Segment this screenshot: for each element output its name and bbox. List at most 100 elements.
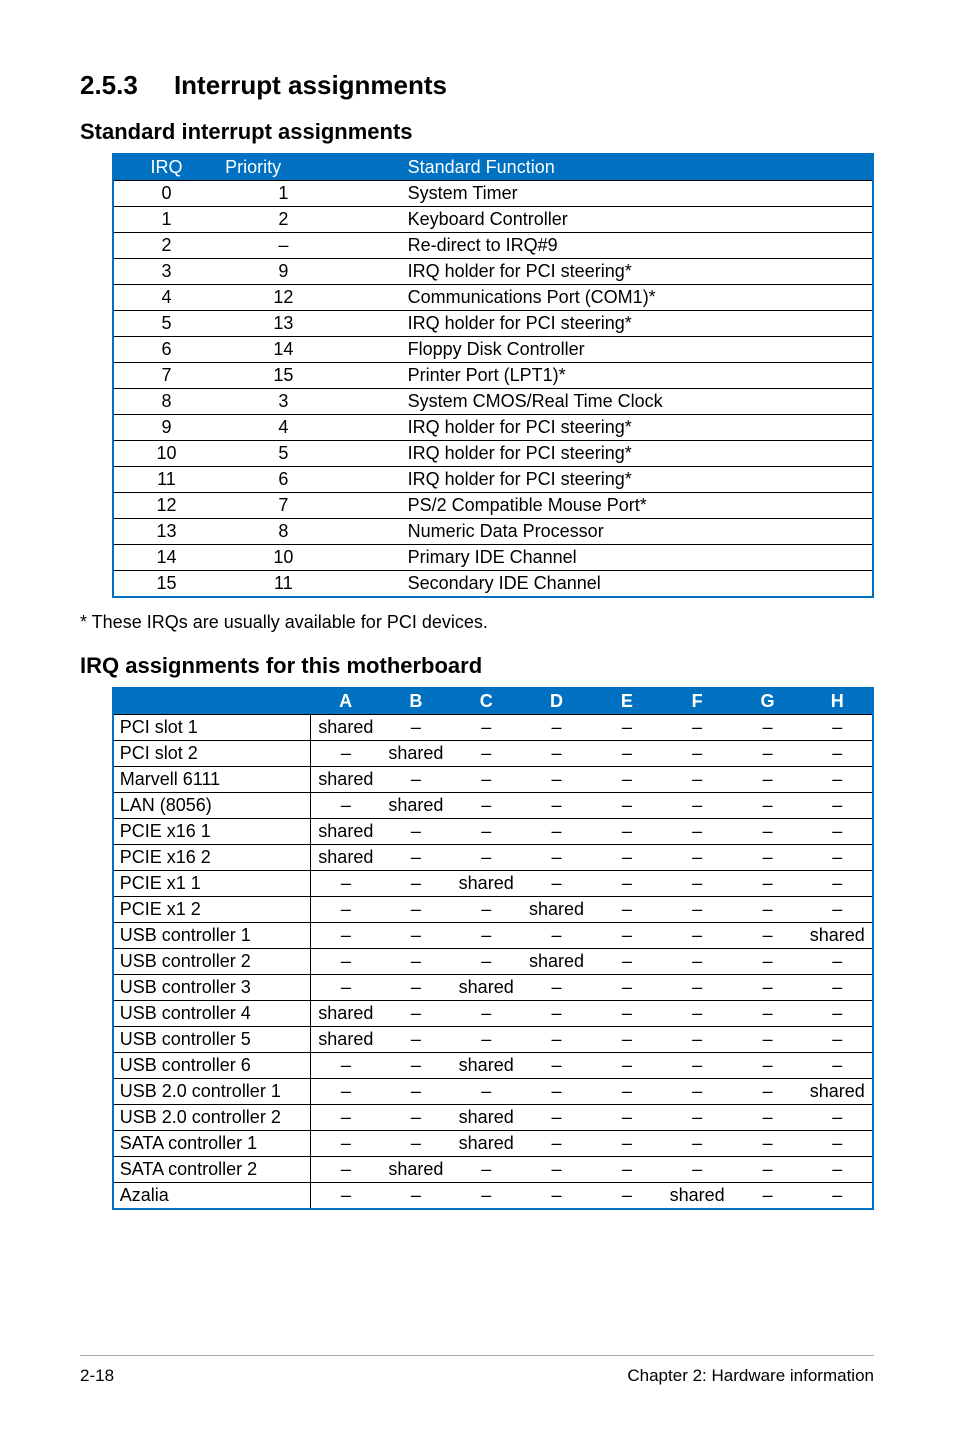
cell-irq-F: – [662,1131,732,1157]
cell-irq-G: – [732,819,802,845]
cell-irq-D: – [521,975,591,1001]
cell-irq-H: – [803,1183,873,1210]
table-row: 94IRQ holder for PCI steering* [113,415,873,441]
table-row: 105IRQ holder for PCI steering* [113,441,873,467]
table-row: 412Communications Port (COM1)* [113,285,873,311]
cell-irq-A: – [310,1105,380,1131]
cell-irq-G: – [732,949,802,975]
table2-header-D: D [521,688,591,715]
cell-irq-C: shared [451,1131,521,1157]
cell-irq-D: – [521,1183,591,1210]
cell-irq-B: – [381,897,451,923]
cell-irq-H: – [803,819,873,845]
cell-irq-C: – [451,949,521,975]
table2-header-G: G [732,688,802,715]
cell-irq-H: – [803,1131,873,1157]
cell-irq: 15 [113,571,219,598]
cell-irq-C: – [451,819,521,845]
table1-header-func: Standard Function [402,154,873,181]
cell-irq-G: – [732,1079,802,1105]
cell-priority: 4 [219,415,401,441]
cell-function: IRQ holder for PCI steering* [402,259,873,285]
cell-function: IRQ holder for PCI steering* [402,441,873,467]
cell-irq: 8 [113,389,219,415]
table-row: SATA controller 1––shared––––– [113,1131,873,1157]
cell-irq-G: – [732,1131,802,1157]
cell-device-name: USB controller 2 [113,949,311,975]
cell-irq-A: shared [310,819,380,845]
irq-assignments-table: A B C D E F G H PCI slot 1shared–––––––P… [112,687,874,1210]
table-row: PCI slot 2–shared–––––– [113,741,873,767]
cell-irq-H: – [803,1027,873,1053]
table-row: 83System CMOS/Real Time Clock [113,389,873,415]
table-row: USB controller 1–––––––shared [113,923,873,949]
cell-priority: 5 [219,441,401,467]
table-row: PCIE x1 2–––shared–––– [113,897,873,923]
cell-irq-F: – [662,1157,732,1183]
table-row: 1410Primary IDE Channel [113,545,873,571]
table-row: SATA controller 2–shared–––––– [113,1157,873,1183]
cell-irq-E: – [592,767,662,793]
cell-irq-D: – [521,871,591,897]
cell-irq-D: – [521,923,591,949]
cell-priority: 6 [219,467,401,493]
cell-device-name: USB controller 3 [113,975,311,1001]
cell-priority: 15 [219,363,401,389]
cell-irq-D: – [521,741,591,767]
cell-irq-A: – [310,1157,380,1183]
table1-header-row: IRQ Priority Standard Function [113,154,873,181]
cell-function: IRQ holder for PCI steering* [402,311,873,337]
table-row: USB controller 4shared––––––– [113,1001,873,1027]
cell-irq-F: – [662,767,732,793]
cell-irq-B: – [381,767,451,793]
cell-irq-B: shared [381,1157,451,1183]
cell-irq-E: – [592,819,662,845]
cell-irq-G: – [732,845,802,871]
cell-irq-A: – [310,923,380,949]
cell-irq: 11 [113,467,219,493]
cell-device-name: PCIE x1 2 [113,897,311,923]
table2-header-row: A B C D E F G H [113,688,873,715]
cell-irq-F: – [662,1001,732,1027]
cell-irq-B: – [381,1053,451,1079]
cell-irq-H: – [803,845,873,871]
cell-irq-D: – [521,793,591,819]
table2-header-H: H [803,688,873,715]
cell-irq-C: shared [451,975,521,1001]
cell-irq-G: – [732,1183,802,1210]
cell-irq: 5 [113,311,219,337]
cell-irq-E: – [592,741,662,767]
cell-priority: 1 [219,181,401,207]
table-row: USB controller 3––shared––––– [113,975,873,1001]
cell-device-name: SATA controller 1 [113,1131,311,1157]
section-number: 2.5.3 [80,70,138,100]
page-footer: 2-18 Chapter 2: Hardware information [80,1355,874,1386]
footer-page-number: 2-18 [80,1366,114,1386]
cell-function: Floppy Disk Controller [402,337,873,363]
cell-function: System CMOS/Real Time Clock [402,389,873,415]
table2-header-F: F [662,688,732,715]
cell-irq: 12 [113,493,219,519]
cell-irq-G: – [732,923,802,949]
cell-irq-F: – [662,923,732,949]
table-row: USB 2.0 controller 2––shared––––– [113,1105,873,1131]
cell-irq-D: – [521,1001,591,1027]
section-title: 2.5.3 Interrupt assignments [80,70,874,101]
cell-priority: 8 [219,519,401,545]
cell-irq-D: – [521,1079,591,1105]
cell-irq-F: – [662,741,732,767]
cell-device-name: USB controller 5 [113,1027,311,1053]
cell-irq-F: – [662,1053,732,1079]
cell-irq-F: shared [662,1183,732,1210]
cell-irq: 6 [113,337,219,363]
cell-irq-E: – [592,1157,662,1183]
footnote: * These IRQs are usually available for P… [80,612,874,633]
cell-irq-B: shared [381,793,451,819]
cell-irq-D: – [521,1105,591,1131]
cell-irq-A: shared [310,715,380,741]
cell-device-name: Azalia [113,1183,311,1210]
cell-function: Keyboard Controller [402,207,873,233]
table-row: 2–Re-direct to IRQ#9 [113,233,873,259]
cell-irq-C: – [451,1079,521,1105]
cell-priority: 11 [219,571,401,598]
